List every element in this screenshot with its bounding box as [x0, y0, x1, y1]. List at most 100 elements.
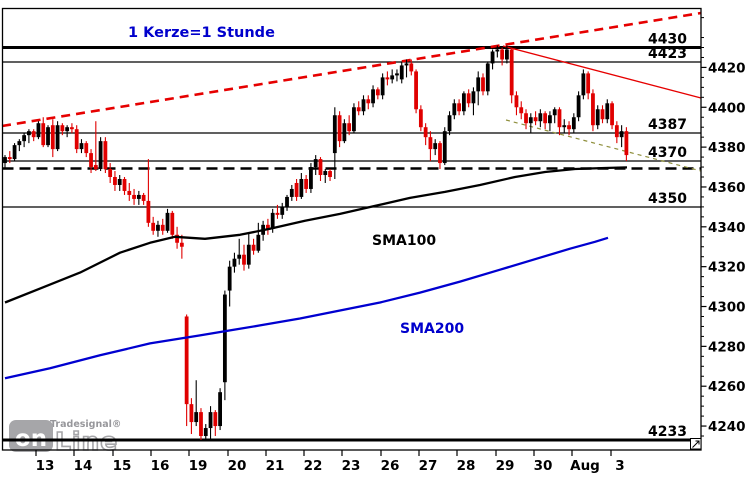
candle-down	[108, 169, 113, 178]
sma200-line	[4, 236, 609, 380]
y-axis-label: 4240	[708, 419, 746, 435]
x-axis-label: 22	[304, 458, 323, 474]
y-axis-label: 4260	[708, 379, 746, 395]
candle-down	[375, 89, 380, 96]
candle-up	[299, 178, 304, 197]
candle-down	[184, 316, 189, 405]
candle-up	[65, 127, 70, 132]
candle-up	[490, 51, 495, 64]
candle-down	[366, 99, 371, 104]
candle-down	[89, 153, 93, 168]
candle-up	[22, 135, 27, 142]
candle-down	[189, 404, 194, 423]
candle-up	[285, 196, 289, 207]
candle-down	[347, 123, 352, 132]
x-axis-label: Aug	[570, 458, 600, 474]
x-axis-label: 19	[189, 458, 208, 474]
sma200-label: SMA200	[400, 321, 464, 337]
candle-up	[227, 266, 232, 291]
candle-down	[586, 73, 591, 94]
candle-down	[610, 103, 614, 126]
candle-up	[562, 125, 567, 128]
candle-down	[50, 125, 55, 150]
candle-down	[74, 129, 79, 150]
candle-up	[218, 392, 222, 427]
sma100	[4, 166, 628, 304]
candle-down	[514, 95, 519, 108]
candle-up	[452, 103, 457, 116]
candle-down	[457, 103, 461, 112]
candle-down	[614, 125, 619, 138]
sma100-line	[4, 166, 628, 304]
candle-down	[251, 244, 256, 251]
price-level-label: 4430	[648, 32, 687, 48]
candle-up	[476, 77, 481, 92]
candle-up	[390, 75, 395, 80]
candle-down	[275, 212, 280, 215]
candle-up	[222, 294, 227, 383]
y-axis-label: 4300	[708, 300, 746, 316]
x-axis-label: 20	[228, 458, 247, 474]
x-axis-label: 21	[266, 458, 285, 474]
candle-down	[591, 93, 595, 126]
candle-down	[84, 143, 89, 154]
candle-down	[179, 242, 184, 247]
candle-down	[414, 71, 418, 110]
candle-up	[380, 77, 385, 96]
candle-down	[7, 157, 12, 160]
candle-up	[313, 159, 318, 168]
candle-up	[289, 188, 294, 197]
resize-handle-icon[interactable]	[690, 438, 702, 450]
candle-up	[117, 178, 122, 185]
candle-up	[505, 49, 509, 60]
candle-up	[352, 107, 356, 132]
candle-up	[395, 73, 399, 76]
candle-down	[199, 412, 203, 437]
x-axis-label: 30	[534, 458, 553, 474]
candle-down	[600, 109, 605, 120]
candle-up	[323, 171, 328, 176]
candle-down	[113, 177, 117, 185]
y-axis-label: 4340	[708, 220, 746, 236]
candle-up	[156, 224, 160, 231]
trendlines	[1, 11, 702, 172]
candle-down	[103, 141, 108, 170]
candle-up	[309, 167, 313, 189]
ascending-red-dashed	[1, 11, 702, 128]
candle-down	[423, 127, 428, 138]
candle-up	[203, 428, 208, 437]
price-level-label: 4423	[648, 46, 687, 62]
x-axis-label: 23	[342, 458, 361, 474]
candle-up	[46, 127, 50, 146]
candle-down	[318, 159, 323, 176]
y-axis: 4420 4400 4380 4360 4340 4320 4300 4280 4260 4240	[701, 17, 746, 437]
candle-up	[332, 115, 337, 154]
candle-up	[471, 91, 476, 104]
candle-down	[385, 77, 390, 80]
candle-down	[146, 200, 151, 223]
candle-down	[213, 412, 218, 427]
logo-box	[9, 420, 53, 452]
candle-down	[175, 234, 179, 243]
candle-up	[461, 93, 466, 112]
candle-up	[495, 49, 500, 52]
logo-brand-text: Tradesignal®	[50, 419, 121, 430]
candle-up	[27, 131, 31, 136]
candle-up	[361, 99, 366, 112]
candles	[3, 45, 629, 441]
candle-up	[165, 212, 170, 231]
sma100-label: SMA100	[372, 233, 436, 249]
candle-down	[70, 127, 74, 130]
y-axis-label: 4420	[708, 60, 746, 76]
y-axis-label: 4400	[708, 100, 746, 116]
candle-down	[304, 178, 309, 189]
candle-up	[552, 109, 557, 116]
candle-down	[328, 171, 332, 178]
candle-down	[500, 49, 505, 60]
y-axis-label: 4380	[708, 140, 746, 156]
sma200	[4, 236, 609, 380]
candle-up	[12, 145, 17, 160]
